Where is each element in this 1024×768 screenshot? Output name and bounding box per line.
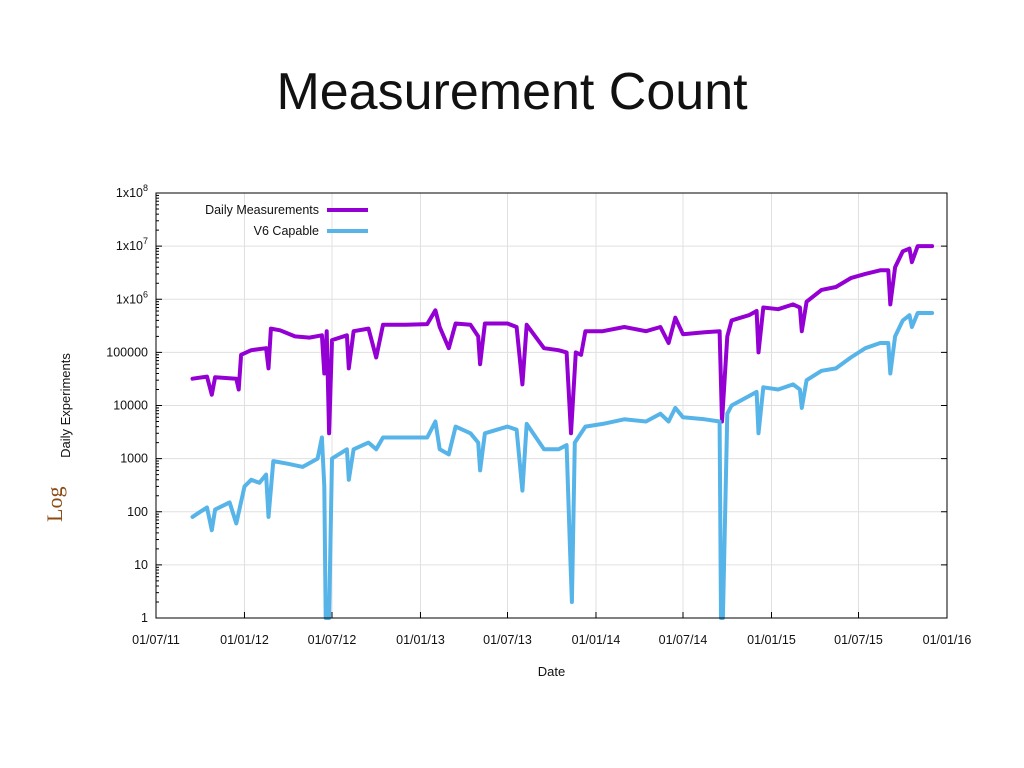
x-axis-label: Date <box>538 664 565 679</box>
y-tick-label: 10 <box>134 558 148 572</box>
y-tick-label: 10000 <box>113 399 148 413</box>
y-tick-base: 100000 <box>106 345 148 359</box>
legend-label-daily-measurements: Daily Measurements <box>205 203 319 217</box>
y-tick-exponent: 8 <box>143 183 148 193</box>
slide-title: Measurement Count <box>276 63 748 121</box>
y-tick-base: 1000 <box>120 452 148 466</box>
series-line-v6-capable <box>190 311 935 620</box>
x-tick-label: 01/07/11 <box>132 633 180 647</box>
x-tick-label: 01/07/14 <box>659 633 708 647</box>
y-tick-base: 10 <box>134 558 148 572</box>
y-tick-exponent: 6 <box>143 289 148 299</box>
y-tick-label: 1 <box>141 611 148 625</box>
tick-layer: 01/07/11 01/01/12 01/07/12 01/01/13 01/07/13… <box>106 183 971 647</box>
y-axis-label: Daily Experiments <box>58 353 73 458</box>
grid-layer <box>155 192 948 619</box>
y-tick-exponent: 7 <box>143 236 148 246</box>
y-tick-label: 1x106 <box>116 289 148 306</box>
y-tick-label: 1x107 <box>116 236 148 253</box>
x-tick-label: 01/01/12 <box>220 633 269 647</box>
y-tick-base: 10000 <box>113 399 148 413</box>
legend: Daily Measurements V6 Capable <box>205 203 368 238</box>
series-line-daily-measurements <box>190 244 935 436</box>
y-tick-label: 100 <box>127 505 148 519</box>
x-tick-label: 01/01/13 <box>396 633 445 647</box>
y-tick-base: 1x10 <box>116 239 143 253</box>
x-tick-label: 01/01/15 <box>747 633 796 647</box>
y-tick-base: 1 <box>141 611 148 625</box>
x-tick-label: 01/01/16 <box>923 633 972 647</box>
y-tick-base: 100 <box>127 505 148 519</box>
y-tick-base: 1x10 <box>116 292 143 306</box>
series-layer <box>190 244 935 620</box>
y-tick-label: 1x108 <box>116 183 148 200</box>
y-tick-label: 100000 <box>106 345 148 359</box>
y-tick-base: 1x10 <box>116 186 143 200</box>
x-tick-label: 01/01/14 <box>572 633 621 647</box>
y-tick-label: 1000 <box>120 452 148 466</box>
x-tick-label: 01/07/13 <box>483 633 532 647</box>
x-tick-label: 01/07/12 <box>308 633 357 647</box>
x-tick-label: 01/07/15 <box>834 633 883 647</box>
legend-label-v6-capable: V6 Capable <box>254 224 319 238</box>
